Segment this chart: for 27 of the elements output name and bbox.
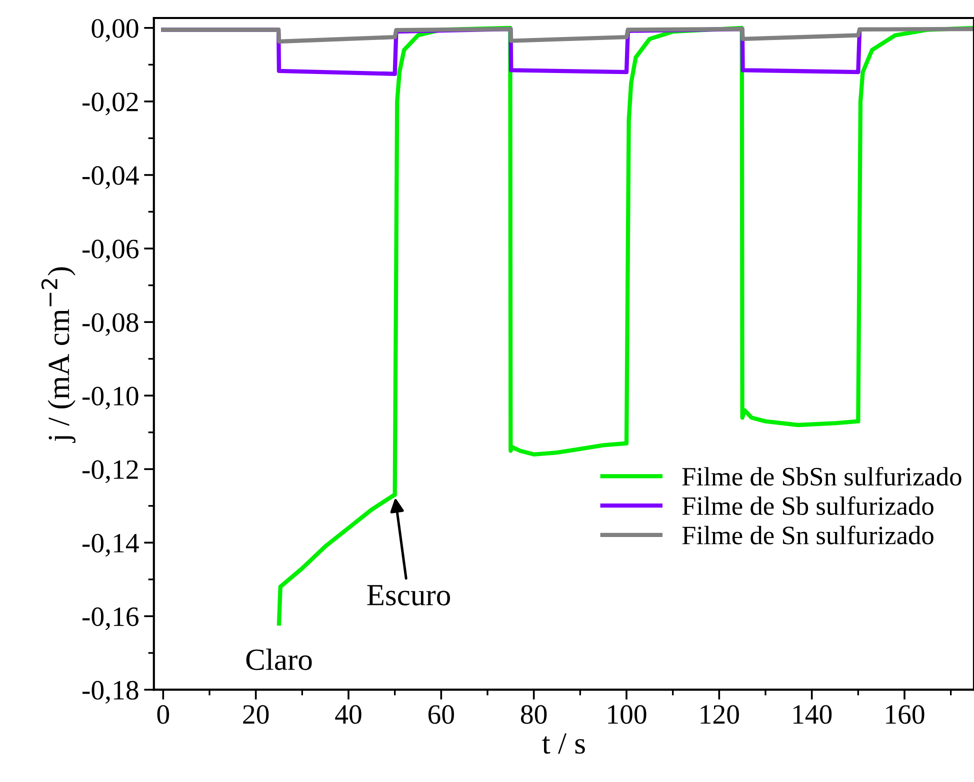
x-tick-label: 0 xyxy=(157,705,170,724)
y-tick-label: -0,14 xyxy=(82,534,139,557)
y-axis-title: j / (mA cm$^{−2}$) xyxy=(41,267,76,443)
legend-label: Filme de Sn sulfurizado xyxy=(682,526,934,544)
legend-label: Filme de SbSn sulfurizado xyxy=(682,466,962,486)
y-tick-label: -0,06 xyxy=(82,240,138,262)
x-tick-label: 20 xyxy=(243,705,269,724)
y-tick-label: -0,12 xyxy=(82,460,138,484)
x-tick-label: 140 xyxy=(793,705,832,724)
x-tick-label: 60 xyxy=(428,705,454,724)
y-tick-label: -0,08 xyxy=(82,313,138,336)
annotation: Escuro xyxy=(367,585,450,606)
line-series xyxy=(161,26,974,44)
y-tick-label: -0,10 xyxy=(82,386,138,410)
y-tick-label: -0,18 xyxy=(82,680,138,704)
x-tick-label: 100 xyxy=(608,705,646,724)
annotation: Claro xyxy=(246,648,312,670)
x-tick-label: 80 xyxy=(521,705,547,724)
y-tick-label: 0,00 xyxy=(92,19,138,42)
x-axis-title: t / s xyxy=(542,733,585,754)
x-tick-label: 40 xyxy=(335,705,362,724)
y-tick-label: -0,02 xyxy=(82,92,138,116)
x-tick-label: 160 xyxy=(886,705,924,724)
y-tick-label: -0,16 xyxy=(82,607,138,630)
y-tick-label: -0,04 xyxy=(82,166,139,189)
legend-label: Filme de Sb sulfurizado xyxy=(682,496,934,516)
x-tick-label: 120 xyxy=(700,705,739,724)
